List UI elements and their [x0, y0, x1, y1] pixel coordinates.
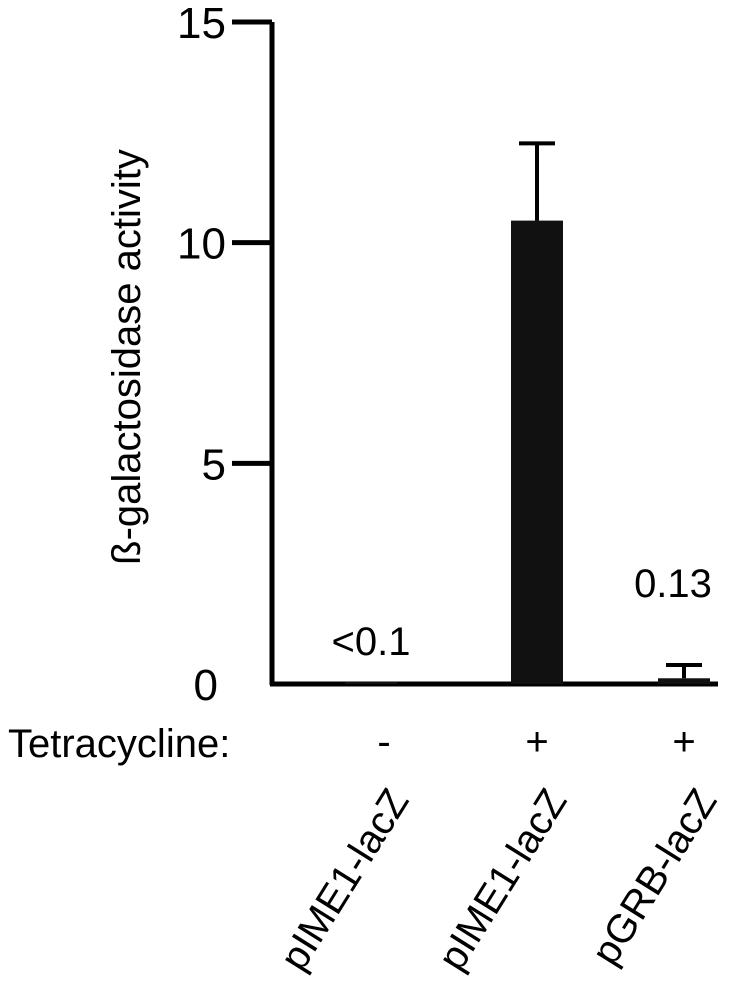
y-tick-label-2: 10 [177, 220, 226, 269]
y-axis-label: ß-galactosidase activity [105, 149, 149, 565]
bar-2 [658, 678, 710, 684]
treatment-sign-0: - [377, 720, 390, 764]
y-tick-label-0: 0 [194, 661, 218, 710]
value-label-2: 0.13 [634, 562, 712, 606]
error-bars [519, 141, 702, 679]
value-label-0: <0.1 [332, 620, 411, 664]
value-labels: <0.1 0.13 [332, 562, 712, 664]
bar-1 [511, 220, 563, 684]
category-label-1: pIME1-lacZ [430, 781, 576, 978]
category-labels: pIME1-lacZ pIME1-lacZ pGRB-lacZ [272, 781, 726, 978]
y-ticks: 0 5 10 15 [177, 0, 272, 710]
treatment-sign-1: + [525, 720, 548, 764]
bars [345, 220, 710, 684]
bar-0 [345, 681, 397, 684]
y-tick-label-3: 15 [177, 0, 226, 48]
y-tick-label-1: 5 [202, 440, 226, 489]
treatment-sign-2: + [672, 720, 695, 764]
axes [269, 22, 718, 687]
category-label-0: pIME1-lacZ [272, 781, 418, 978]
treatment-signs: - + + [377, 720, 695, 764]
treatment-label: Tetracycline: [8, 722, 230, 766]
category-label-2: pGRB-lacZ [583, 781, 725, 972]
